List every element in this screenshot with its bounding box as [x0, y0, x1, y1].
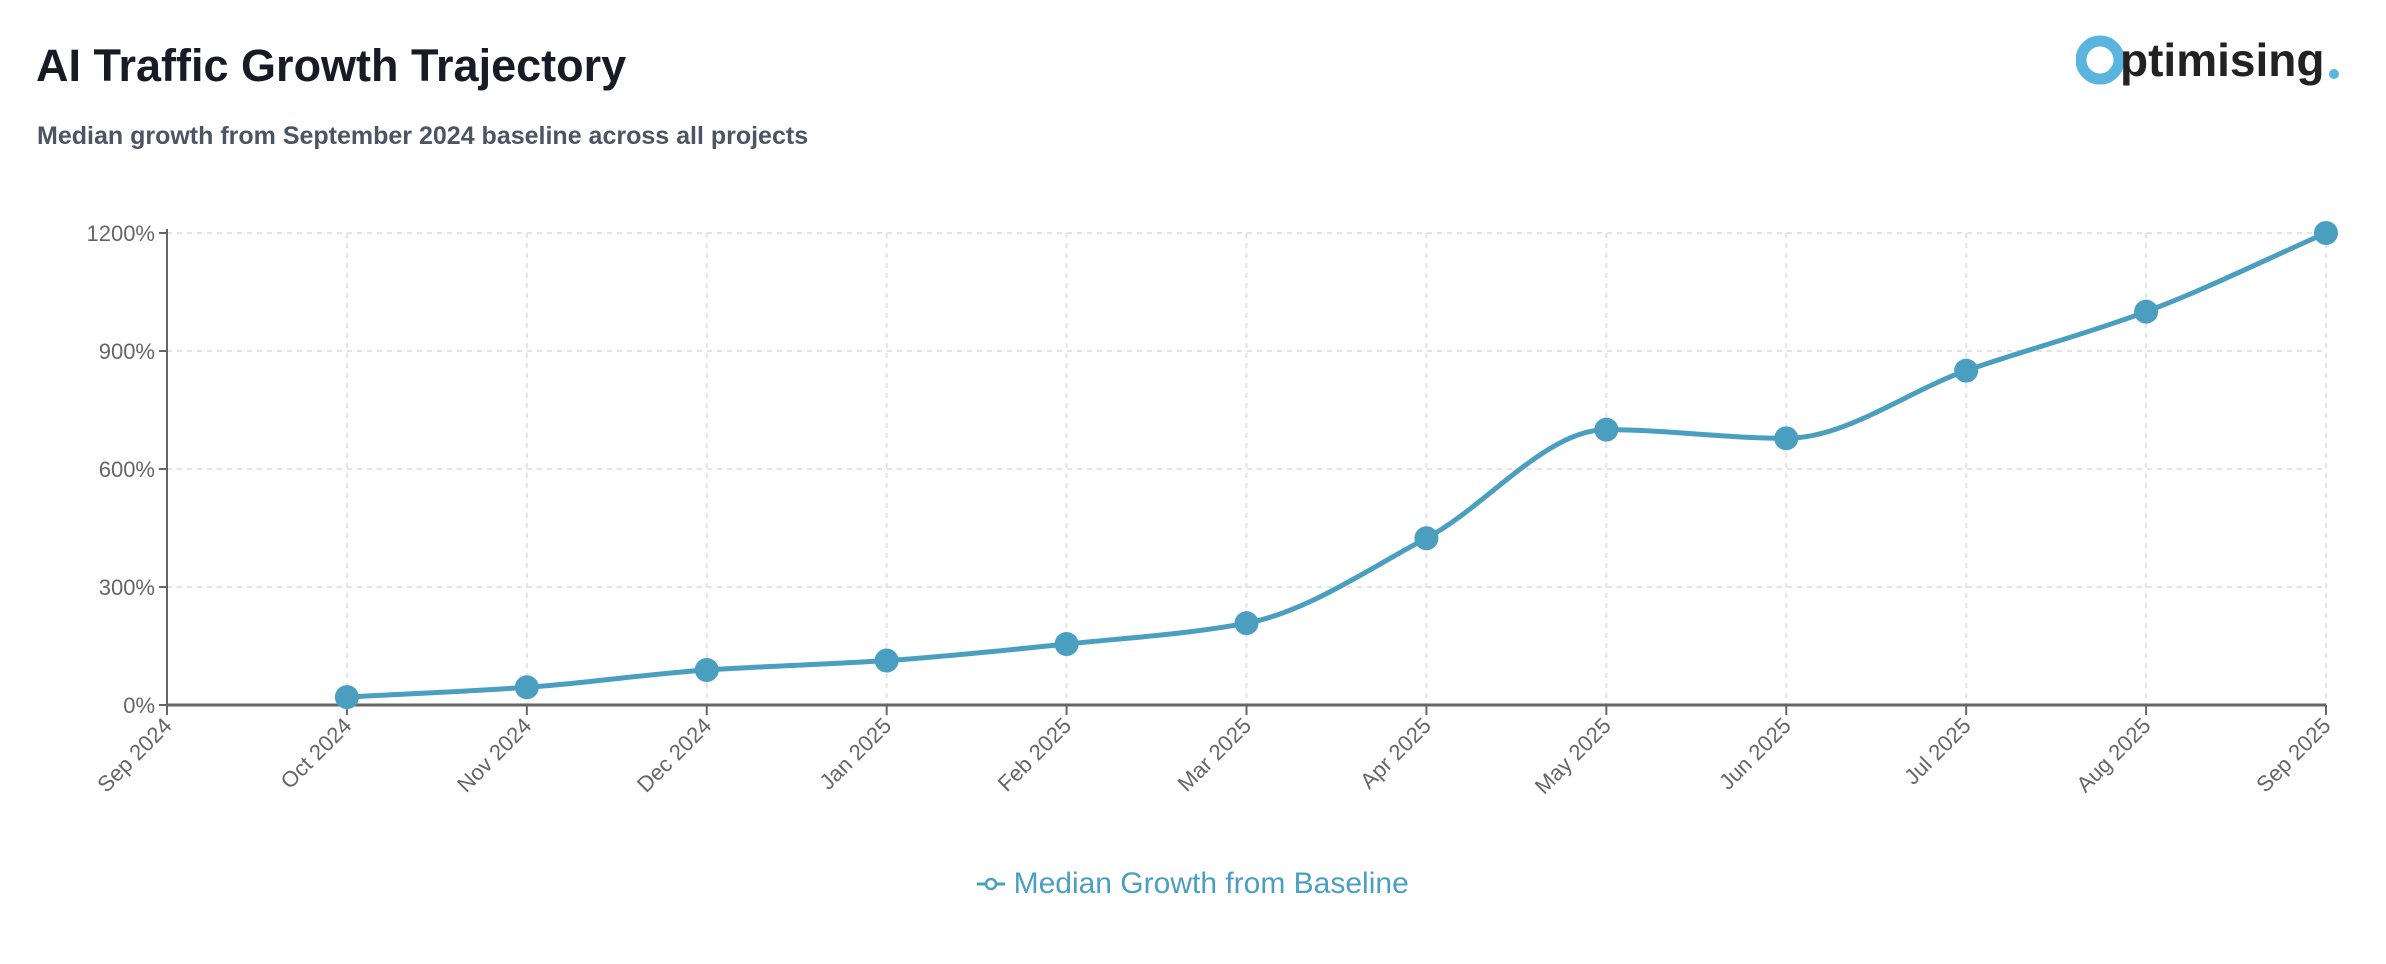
page-subtitle: Median growth from September 2024 baseli…: [37, 122, 809, 150]
data-point: [334, 685, 359, 710]
series-line: [346, 230, 2328, 700]
page-title: AI Traffic Growth Trajectory: [36, 40, 627, 91]
x-tick-label: Oct 2024: [276, 713, 357, 794]
data-point: [2134, 299, 2159, 324]
x-tick-label: Apr 2025: [1355, 713, 1436, 794]
y-tick-label: 1200%: [86, 221, 155, 246]
x-tick-label: Sep 2025: [2251, 713, 2335, 797]
x-tick-label: Sep 2024: [92, 713, 176, 797]
optimising-logo: ptimising: [2076, 34, 2339, 86]
x-tick-label: Feb 2025: [993, 713, 1076, 796]
y-tick-label: 0%: [123, 693, 155, 718]
data-point: [1234, 611, 1259, 636]
y-tick-label: 900%: [99, 339, 155, 364]
data-point: [1594, 417, 1619, 442]
data-point: [694, 657, 719, 682]
svg-text:ptimising: ptimising: [2120, 34, 2324, 86]
x-tick-label: Mar 2025: [1173, 713, 1256, 796]
legend[interactable]: Median Growth from Baseline: [0, 866, 2386, 901]
legend-label: Median Growth from Baseline: [1013, 867, 1409, 901]
y-tick-label: 600%: [99, 457, 155, 482]
x-tick-label: Jan 2025: [815, 713, 897, 795]
data-point: [1954, 358, 1979, 383]
x-tick-label: Jun 2025: [1714, 713, 1796, 795]
data-point: [1054, 632, 1079, 657]
x-tick-label: May 2025: [1530, 713, 1616, 799]
data-point: [2314, 221, 2338, 245]
legend-line-icon: [977, 877, 1006, 891]
data-point: [514, 675, 539, 700]
x-tick-label: Dec 2024: [632, 713, 716, 797]
data-point: [1774, 426, 1799, 451]
data-point: [1414, 526, 1439, 551]
x-tick-label: Aug 2025: [2071, 713, 2155, 797]
data-point: [874, 648, 899, 673]
y-tick-label: 300%: [99, 575, 155, 600]
x-tick-label: Nov 2024: [452, 713, 536, 797]
x-tick-label: Jul 2025: [1899, 713, 1976, 790]
